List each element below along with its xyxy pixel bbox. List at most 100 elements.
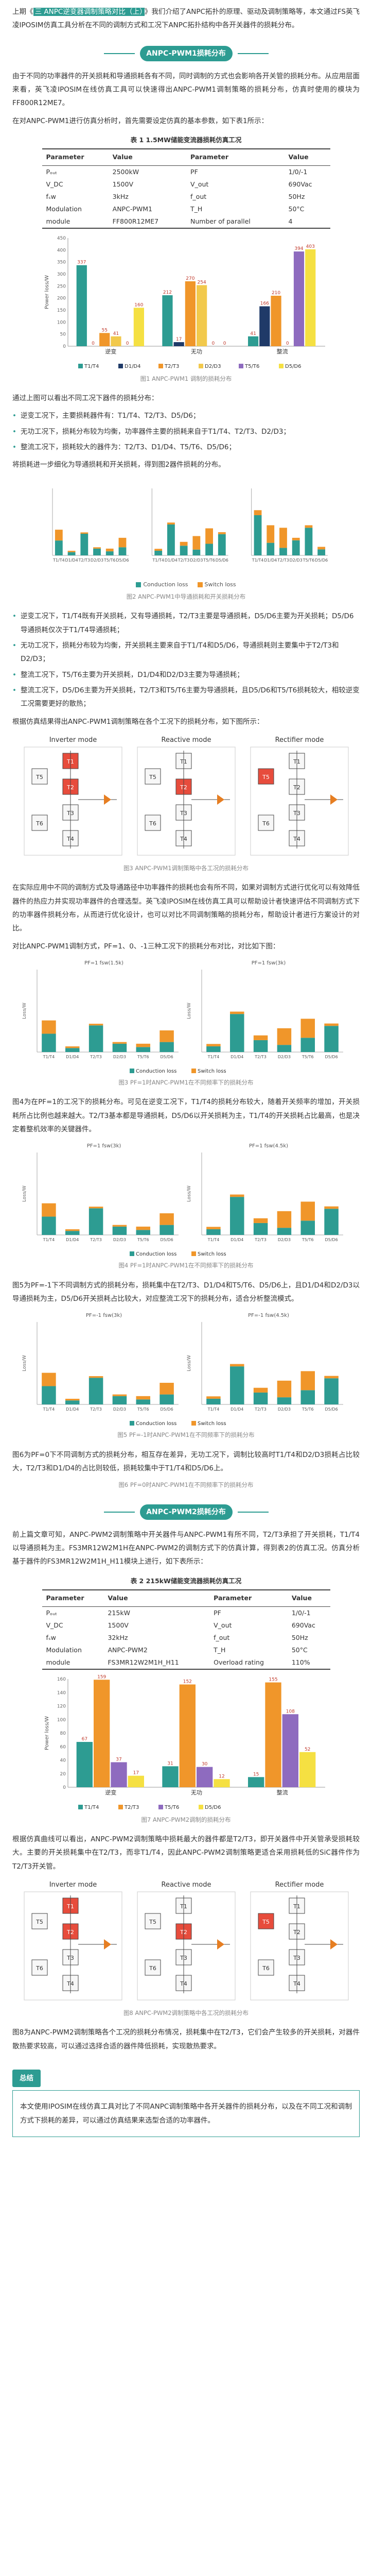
table-header: Value xyxy=(287,1589,330,1607)
category-label: D2/D3 xyxy=(277,1238,290,1242)
switch-t6 xyxy=(258,1959,274,1976)
y-axis-label: Loss/W xyxy=(187,1003,192,1019)
mode-title: Inverter mode xyxy=(49,736,97,744)
category-label: D5/D6 xyxy=(215,558,228,563)
category-label: T2/T3 xyxy=(78,558,90,563)
legend-swatch xyxy=(118,363,123,368)
legend-label: Conduction loss xyxy=(136,1421,176,1427)
legend-swatch xyxy=(129,1251,134,1257)
category-label: D2/D3 xyxy=(90,558,103,563)
bar xyxy=(76,1741,93,1787)
bar xyxy=(110,336,121,346)
bar-conduction xyxy=(136,1047,150,1052)
summary-paragraph: 本文使用IPOSIM在线仿真工具对比了不同ANPC调制策略中各开关器件的损耗分布… xyxy=(20,2103,352,2125)
bar xyxy=(110,1761,127,1787)
bar-conduction xyxy=(279,547,287,555)
switch-t6 xyxy=(145,815,161,831)
bar-switch xyxy=(105,548,114,551)
y-axis-label: Loss/W xyxy=(187,1355,192,1371)
category-label: T5/T6 xyxy=(301,1238,313,1242)
switch-label: T6 xyxy=(36,820,43,827)
bar-switch xyxy=(88,1024,103,1026)
bar-conduction xyxy=(206,1046,221,1052)
tick-label: 140 xyxy=(57,1690,65,1696)
tick-label: 0 xyxy=(63,344,66,349)
switch-t5 xyxy=(145,1913,161,1929)
category-label: T2/T3 xyxy=(254,1407,267,1412)
category-label: D2/D3 xyxy=(190,558,203,563)
bar-switch xyxy=(159,1030,174,1042)
legend-swatch xyxy=(78,1804,83,1809)
category-label: T2/T3 xyxy=(254,1238,267,1242)
category-label: D1/D4 xyxy=(231,1238,243,1242)
bar-switch xyxy=(136,1043,150,1047)
current-arrow-icon xyxy=(103,1939,111,1950)
switch-t5 xyxy=(31,1913,47,1929)
bar-conduction xyxy=(206,1399,221,1405)
mode-title: Rectifier mode xyxy=(275,736,324,744)
category-label: T1/T4 xyxy=(52,558,65,563)
category-label: D5/D6 xyxy=(160,1238,173,1242)
data-label: 31 xyxy=(167,1761,173,1766)
bar-conduction xyxy=(112,1043,127,1052)
data-label: 270 xyxy=(186,276,194,281)
legend-swatch xyxy=(198,363,203,368)
data-label: 15 xyxy=(253,1772,258,1777)
category-label: T1/T4 xyxy=(42,1055,55,1059)
bar-switch xyxy=(206,1227,221,1230)
panel-title: PF=1 fsw(4.5k) xyxy=(249,1143,288,1149)
list-item: 无功工况下，损耗分布较为均衡，开关损耗主要来自于T1/T4和D5/D6，导通损耗… xyxy=(12,639,360,666)
bar-conduction xyxy=(93,548,101,555)
current-arrow-icon xyxy=(330,794,338,805)
category-label: T1/T4 xyxy=(152,558,164,563)
bar-conduction xyxy=(192,549,200,555)
bar xyxy=(133,307,144,346)
figure-caption: 图6 PF=0时ANPC-PWM1在不同频率下的损耗分布 xyxy=(118,1481,254,1489)
table-row: V_DC 1500V V_out 690Vac xyxy=(46,180,312,188)
bar-switch xyxy=(206,1044,221,1046)
bar-switch xyxy=(167,522,175,524)
bar-conduction xyxy=(229,1197,244,1235)
table-row: Pₒᵤₜ 2500kW PF 1/0/-1 xyxy=(46,167,308,176)
bar-conduction xyxy=(300,1038,315,1052)
category-label: D1/D4 xyxy=(66,1055,79,1059)
tick-label: 20 xyxy=(60,1771,66,1776)
mode-title: Reactive mode xyxy=(161,1881,211,1889)
bar-switch xyxy=(300,1019,315,1038)
bullet-list: 逆变工况下，T1/T4既有开关损耗，又有导通损耗，T2/T3主要是导通损耗，D5… xyxy=(12,609,360,710)
article: 上期《三 ANPC逆变器调制策略对比（上） 》我们介绍了ANPC拓扑的原理、驱动及… xyxy=(0,0,372,2142)
table-header: Parameter xyxy=(209,1589,288,1607)
intro-link[interactable]: 三 ANPC逆变器调制策略对比（上） xyxy=(33,8,145,16)
data-label: 212 xyxy=(163,290,171,295)
category-label: T1/T4 xyxy=(42,1407,55,1412)
tick-label: 300 xyxy=(57,272,65,277)
bar-conduction xyxy=(154,550,162,555)
bar-switch xyxy=(192,536,200,550)
bar xyxy=(173,342,184,346)
list-item: 整流工况下，D5/D6主要为开关损耗，T2/T3和T5/T6主要为导通损耗，且D… xyxy=(12,684,360,711)
bar-switch xyxy=(80,532,88,534)
bar-switch xyxy=(254,510,261,515)
table-caption: 表 1 1.5MW储能变流器损耗仿真工况 xyxy=(130,135,242,144)
section2-paragraph-1: 在实际应用中不同的调制方式及导通路径中功率器件的损耗也会有所不同，如果对调制方式… xyxy=(12,884,360,933)
tick-label: 150 xyxy=(57,308,65,313)
legend-label: T1/T4 xyxy=(84,1805,99,1810)
legend-swatch xyxy=(238,363,243,368)
bar-switch xyxy=(218,532,226,534)
tick-label: 100 xyxy=(57,320,65,325)
category-label: T1/T4 xyxy=(207,1055,219,1059)
bar-switch xyxy=(136,1396,150,1400)
legend-label: Conduction loss xyxy=(136,1069,176,1074)
bar-conduction xyxy=(55,540,63,555)
category-label: D1/D4 xyxy=(264,558,277,563)
tick-label: 60 xyxy=(60,1744,66,1750)
mode-title: Inverter mode xyxy=(49,1881,97,1889)
data-label: 52 xyxy=(304,1747,310,1752)
list-item: 逆变工况下，T1/T4既有开关损耗，又有导通损耗，T2/T3主要是导通损耗，D5… xyxy=(12,609,360,637)
table-row: Modulation ANPC-PWM2 T_H 50°C xyxy=(46,1646,308,1654)
bar-switch xyxy=(253,1388,268,1393)
category-label: T5/T6 xyxy=(136,1055,149,1059)
bar xyxy=(264,1682,281,1787)
bar-conduction xyxy=(41,1033,56,1052)
loss-split-chart: T1/T4 D1/D4 T2/T3 D2/D3 T5/T6 D5/D6 T1/T4 D1/D4… xyxy=(52,488,328,563)
